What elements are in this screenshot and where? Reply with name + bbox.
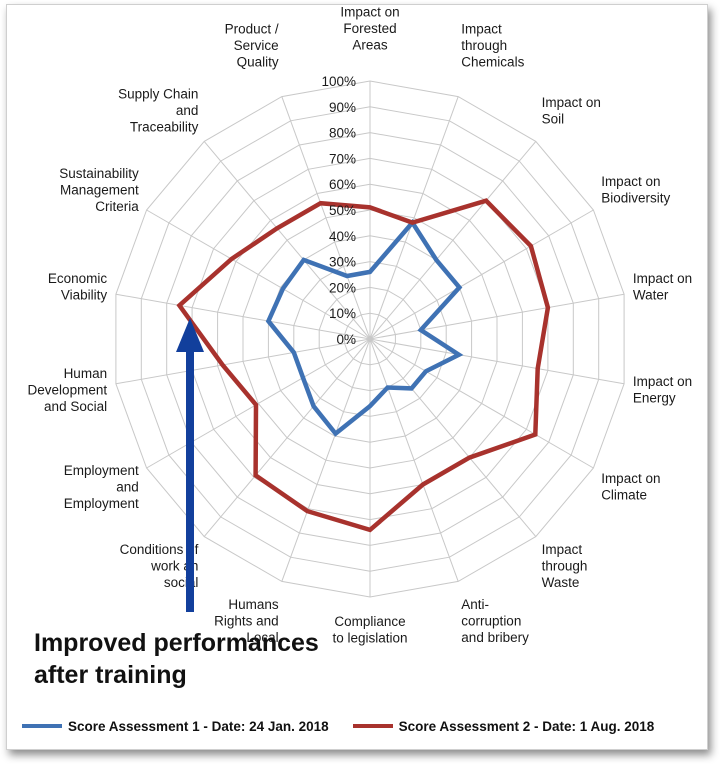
scale-tick-label: 80%	[329, 126, 356, 141]
scale-tick-label: 10%	[329, 306, 356, 321]
grid-spoke	[203, 338, 371, 537]
axis-label: Supply Chain and Traceability	[118, 87, 199, 135]
scale-tick-label: 70%	[329, 151, 356, 166]
legend-swatch-2	[352, 724, 393, 728]
legend-label-2: Score Assessment 2 - Date: 1 Aug. 2018	[398, 718, 655, 734]
axis-label: Impact on Forested Areas	[340, 5, 399, 53]
series-line-2	[176, 198, 551, 533]
scale-tick-label: 0%	[336, 332, 356, 347]
axis-label: Human Development and Social	[28, 366, 108, 414]
axis-label: Product / Service Quality	[225, 22, 279, 70]
grid-spoke	[369, 338, 594, 469]
legend-item-assessment-2: Score Assessment 2 - Date: 1 Aug. 2018	[352, 718, 655, 734]
grid-spoke	[115, 293, 371, 340]
radar-grid	[115, 80, 625, 598]
chart-frame	[6, 4, 708, 750]
grid-spoke	[203, 141, 371, 340]
axis-label: Impact on Energy	[633, 374, 692, 406]
improvement-arrow	[176, 318, 204, 612]
annotation-line-1: Improved performances	[34, 629, 319, 657]
arrow-head	[176, 318, 204, 352]
grid-spoke	[369, 338, 537, 537]
axis-label: Impact on Climate	[601, 471, 660, 503]
axis-label: Humans Rights and Local	[214, 597, 279, 645]
grid-spoke	[281, 338, 371, 582]
scale-tick-label: 100%	[321, 74, 356, 89]
scale-tick-label: 60%	[329, 177, 356, 192]
grid-spoke	[281, 96, 371, 340]
axis-label: Employment and Employment	[64, 463, 139, 511]
scale-tick-label: 30%	[329, 255, 356, 270]
grid-spoke	[369, 338, 625, 385]
grid-spoke	[369, 96, 459, 340]
annotation-line-2: after training	[34, 661, 187, 689]
axis-label: Economic Viability	[48, 271, 108, 303]
legend-label-1: Score Assessment 1 - Date: 24 Jan. 2018	[68, 718, 329, 734]
grid-spoke	[369, 293, 625, 340]
scale-tick-label: 20%	[329, 280, 356, 295]
axis-label: Impact on Soil	[542, 95, 601, 127]
radar-axis-labels: Impact on Forested Areas Impact through Chemi…	[28, 5, 693, 646]
grid-spoke	[146, 338, 371, 469]
axis-label: Impact through Waste	[542, 542, 588, 590]
radar-series	[176, 198, 551, 533]
scale-tick-label: 40%	[329, 229, 356, 244]
series-line-1	[265, 218, 464, 437]
legend-swatch-1	[22, 724, 62, 728]
arrow-shaft	[186, 346, 194, 612]
chart-legend: Score Assessment 1 - Date: 24 Jan. 2018 …	[22, 715, 678, 737]
axis-label: Impact on Water	[633, 271, 692, 303]
grid-spoke	[369, 338, 459, 582]
scale-tick-label: 90%	[329, 100, 356, 115]
axis-label: Sustainability Management Criteria	[59, 166, 139, 214]
grid-spoke	[369, 209, 594, 340]
axis-label: Anti-corruption and bribery	[461, 597, 529, 645]
grid-spoke	[369, 141, 537, 340]
axis-label: Impact through Chemicals	[461, 22, 524, 70]
legend-item-assessment-1: Score Assessment 1 - Date: 24 Jan. 2018	[22, 719, 329, 734]
grid-spoke	[115, 338, 371, 385]
axis-label: Impact on Biodiversity	[601, 174, 670, 206]
annotation-text: Improved performances after training	[34, 627, 319, 691]
grid-spoke	[146, 209, 371, 340]
radar-scale-labels: 0% 10% 20% 30% 40% 50% 60% 70% 80% 90% 100%	[321, 74, 356, 347]
axis-label: Compliance to legislation	[332, 614, 407, 646]
scale-tick-label: 50%	[329, 203, 356, 218]
